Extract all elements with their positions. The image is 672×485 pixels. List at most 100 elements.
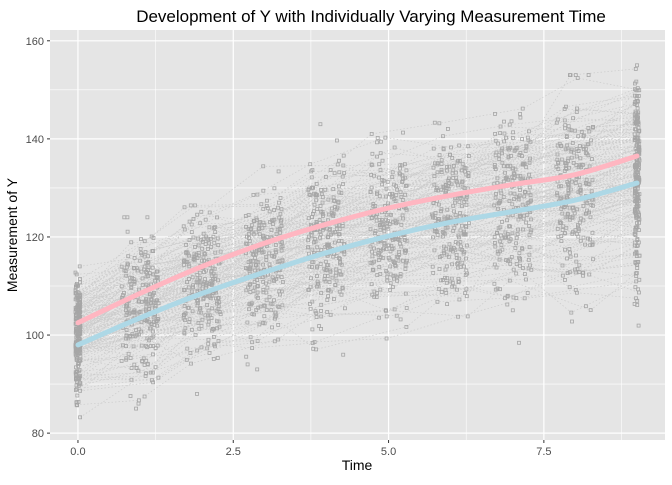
data-point [215,236,220,241]
data-point [337,232,342,237]
data-point [432,161,437,166]
data-point [520,137,524,142]
data-point [197,310,202,315]
data-point [313,193,318,197]
data-point [249,223,254,228]
data-point [526,190,531,195]
data-point [634,244,639,249]
data-point [391,260,396,265]
data-point [133,334,138,339]
data-point [379,218,384,222]
data-point [526,257,531,262]
data-point [195,288,200,293]
data-point [254,308,259,312]
data-point [186,305,191,310]
data-point [399,222,404,227]
data-point [513,167,518,172]
data-point [204,236,209,241]
data-point [325,245,330,250]
data-point [131,344,136,349]
data-point [319,314,324,319]
data-point [377,223,382,228]
data-point [140,359,145,364]
data-point [259,248,264,253]
data-point [439,209,443,214]
data-point [440,234,445,239]
individual-trajectory [79,268,637,418]
data-point [446,176,451,181]
data-point [386,201,391,206]
data-point [338,259,343,264]
data-point [271,222,275,227]
data-point [261,164,266,169]
data-point [557,184,562,189]
data-point [384,186,389,191]
data-point [75,356,79,361]
data-point [574,259,579,264]
data-point [456,241,460,246]
data-point [571,150,576,155]
data-point [246,232,251,237]
data-point [254,294,259,299]
data-point [255,284,260,289]
data-point [493,287,498,292]
data-point [320,213,325,218]
data-point [330,275,335,280]
data-point [252,219,257,224]
data-point [314,198,319,203]
data-point [385,179,390,184]
individual-trajectory [78,191,636,342]
data-point [261,279,266,284]
data-point [457,200,462,205]
data-point [326,197,331,202]
data-point [437,267,442,272]
data-point [150,248,155,253]
data-point [202,270,206,275]
data-point [633,119,638,124]
data-point [244,241,248,246]
data-point [307,301,312,306]
data-point [267,262,272,267]
data-point [559,157,564,162]
data-point [191,283,196,288]
data-point [342,306,347,311]
data-point [272,254,277,259]
data-point [516,197,521,202]
data-point [132,281,137,286]
data-point [369,163,374,167]
data-point [372,294,377,299]
data-point [189,230,194,235]
data-point [431,215,435,220]
y-tick-label: 120 [26,232,44,244]
data-point [312,202,317,207]
data-point [464,287,469,292]
data-point [182,330,187,335]
data-point [207,225,212,230]
data-point [279,245,284,250]
data-point [309,175,314,180]
trend-lines [75,153,640,348]
data-point [529,217,533,222]
data-point [446,178,451,183]
data-point [636,287,640,292]
data-point [149,378,154,383]
individual-trajectory [78,193,637,344]
data-point [447,180,452,185]
data-point [637,253,642,258]
data-point [581,162,585,167]
data-point [78,280,82,285]
individual-trajectory [79,164,636,330]
data-point [255,192,260,197]
data-point [251,252,255,257]
data-point [517,340,521,345]
data-point [445,302,450,307]
individual-trajectory [77,95,636,297]
data-point [404,306,409,310]
data-point [503,230,508,235]
data-point [190,275,195,280]
data-point [253,268,257,273]
data-point [518,187,522,192]
data-point [635,177,640,181]
data-point [395,187,400,192]
data-point [635,117,640,121]
